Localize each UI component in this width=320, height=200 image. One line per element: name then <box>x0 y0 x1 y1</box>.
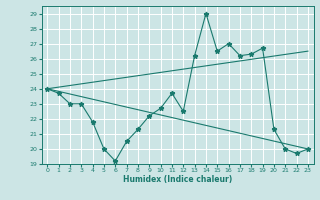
X-axis label: Humidex (Indice chaleur): Humidex (Indice chaleur) <box>123 175 232 184</box>
